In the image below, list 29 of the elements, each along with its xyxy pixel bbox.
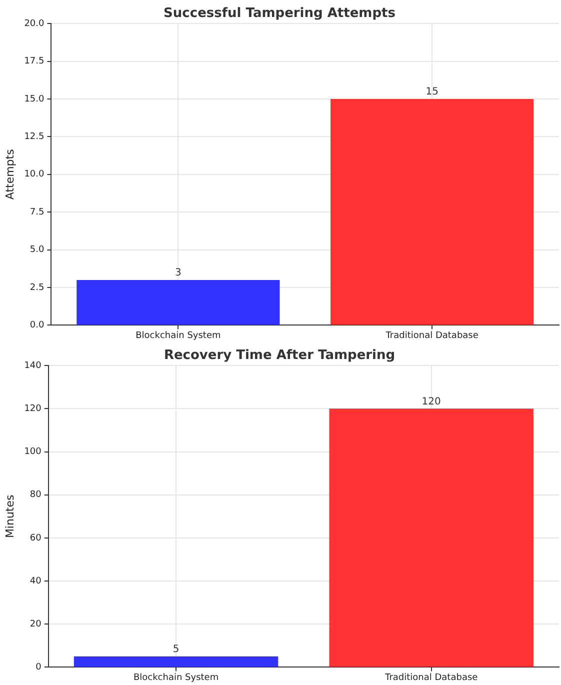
- y-tick-label: 5.0: [30, 245, 44, 256]
- y-tick-label: 10.0: [24, 170, 45, 180]
- data-label: 3: [174, 268, 182, 279]
- chart-title: Recovery Time After Tampering: [164, 348, 396, 364]
- y-tick-label: 0: [36, 662, 42, 673]
- x-tick-label: Blockchain System: [133, 672, 219, 683]
- y-tick-label: 40: [30, 576, 42, 586]
- y-tick-label: 20: [30, 619, 42, 630]
- x-tick-label: Blockchain System: [136, 330, 221, 341]
- data-label: 120: [422, 396, 441, 408]
- chart-title: Successful Tampering Attempts: [164, 6, 396, 22]
- y-tick-label: 15.0: [24, 94, 45, 104]
- y-axis-title: Attempts: [3, 148, 16, 200]
- y-tick-label: 120: [24, 404, 42, 414]
- data-label: 15: [426, 86, 438, 98]
- y-tick-label: 80: [30, 490, 42, 500]
- y-axis-title: Minutes: [3, 494, 16, 538]
- y-tick-label: 7.5: [30, 207, 44, 218]
- y-tick-label: 17.5: [24, 56, 44, 67]
- y-tick-label: 2.5: [30, 282, 44, 293]
- data-label: 5: [172, 644, 180, 656]
- y-tick-label: 100: [24, 447, 42, 458]
- y-tick-label: 0.0: [30, 320, 44, 331]
- y-tick-label: 60: [30, 533, 42, 544]
- y-tick-label: 140: [24, 360, 42, 371]
- y-tick-label: 20.0: [24, 18, 45, 29]
- x-tick-label: Traditional Database: [384, 330, 479, 341]
- y-tick-label: 12.5: [24, 132, 44, 142]
- x-tick-label: Traditional Database: [384, 672, 478, 683]
